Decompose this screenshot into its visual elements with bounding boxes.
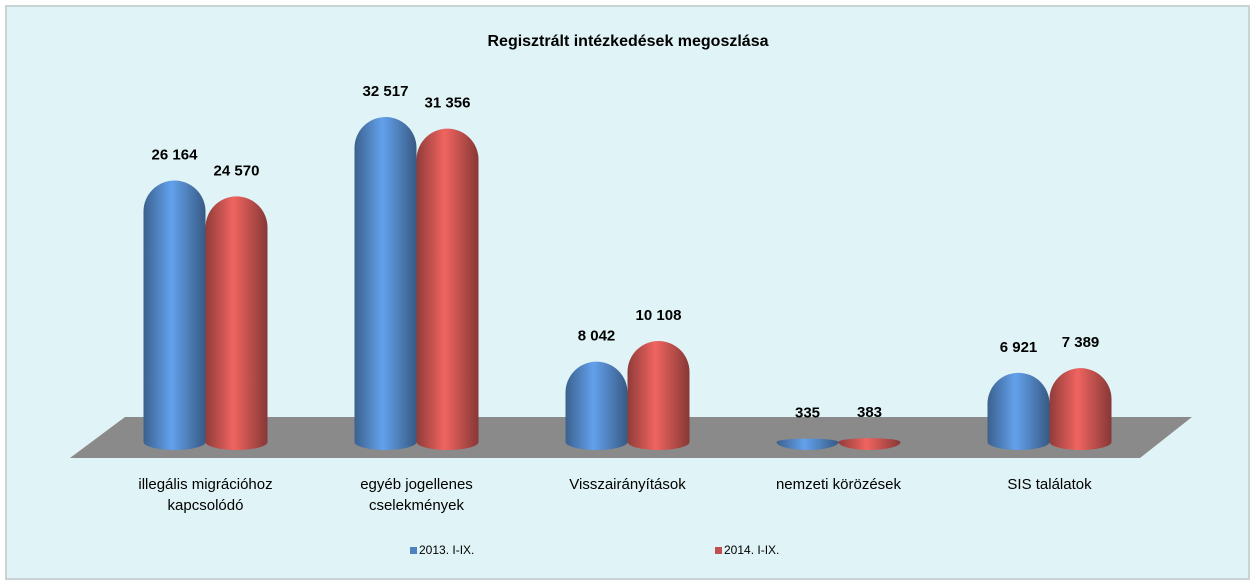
bar bbox=[1049, 368, 1112, 450]
bar bbox=[416, 128, 479, 450]
legend-swatch bbox=[410, 547, 417, 554]
bar bbox=[776, 438, 839, 450]
data-label: 6 921 bbox=[1000, 339, 1038, 356]
legend-label: 2014. I-IX. bbox=[724, 543, 779, 557]
bar bbox=[565, 361, 628, 450]
data-label: 31 356 bbox=[425, 95, 471, 112]
bar bbox=[838, 438, 901, 450]
x-tick-label: Visszairányítások bbox=[569, 476, 686, 493]
bar bbox=[627, 340, 690, 450]
data-label: 26 164 bbox=[152, 146, 199, 163]
data-label: 10 108 bbox=[636, 307, 682, 324]
data-label: 8 042 bbox=[578, 328, 616, 345]
x-tick-label: nemzeti körözések bbox=[775, 476, 902, 493]
bar bbox=[143, 180, 206, 450]
chart-title: Regisztrált intézkedések megoszlása bbox=[487, 33, 768, 50]
bar bbox=[987, 372, 1050, 450]
x-tick-label: SIS találatok bbox=[1007, 476, 1092, 493]
data-label: 7 389 bbox=[1062, 334, 1100, 351]
data-label: 24 570 bbox=[214, 162, 260, 179]
x-tick-label: egyéb jogellenes cselekmények bbox=[360, 476, 473, 514]
data-label: 335 bbox=[795, 405, 820, 422]
bar bbox=[354, 116, 417, 450]
legend-swatch bbox=[715, 547, 722, 554]
data-label: 32 517 bbox=[363, 83, 409, 100]
bar bbox=[205, 196, 268, 450]
data-label: 383 bbox=[857, 404, 882, 421]
legend-label: 2013. I-IX. bbox=[419, 543, 474, 557]
x-tick-label: illegális migrációhoz kapcsolódó bbox=[138, 476, 273, 514]
